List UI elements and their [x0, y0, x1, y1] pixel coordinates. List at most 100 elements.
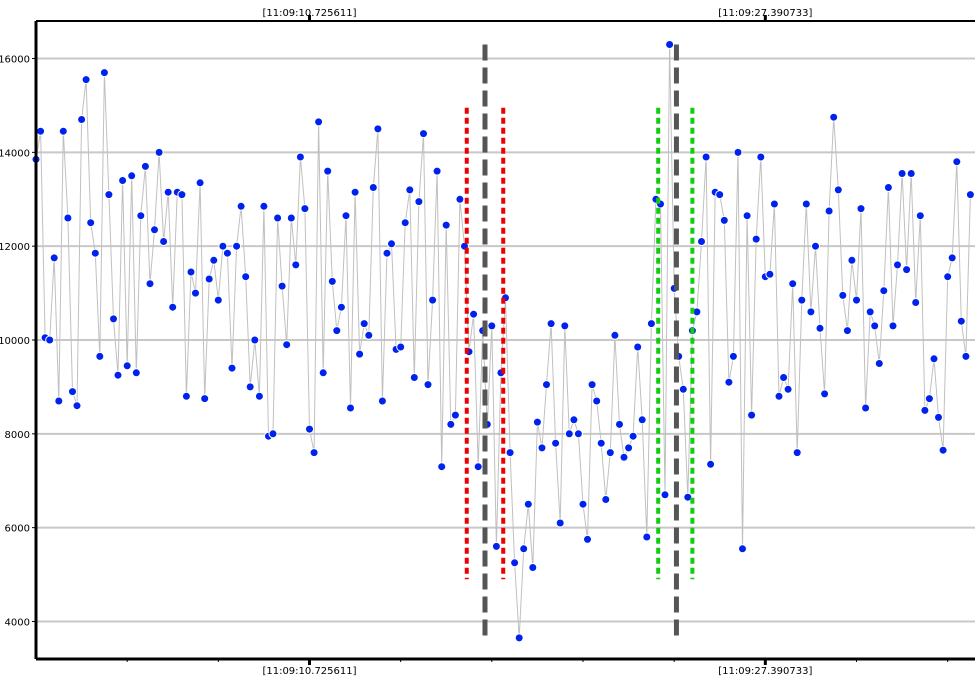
- data-point: [332, 326, 342, 336]
- data-point: [341, 211, 351, 221]
- data-point: [610, 330, 620, 340]
- data-point: [136, 211, 146, 221]
- data-point: [943, 272, 953, 282]
- data-point: [259, 201, 269, 211]
- data-point: [213, 295, 223, 305]
- top-time-label: [11:09:27.390733]: [718, 8, 812, 19]
- data-point: [929, 354, 939, 364]
- data-point: [551, 438, 561, 448]
- data-point: [469, 309, 479, 319]
- data-point: [747, 410, 757, 420]
- data-point: [441, 220, 451, 230]
- data-point: [423, 380, 433, 390]
- data-point: [159, 237, 169, 246]
- data-point: [920, 405, 930, 415]
- data-point: [428, 295, 438, 305]
- data-point: [847, 255, 857, 265]
- data-point: [273, 213, 283, 223]
- data-point: [646, 319, 656, 329]
- data-point: [555, 518, 565, 528]
- data-point: [815, 323, 825, 333]
- data-point: [596, 438, 606, 448]
- data-point: [300, 204, 310, 214]
- data-point: [961, 351, 971, 361]
- data-point: [323, 166, 333, 176]
- data-point: [373, 124, 383, 134]
- data-point: [305, 424, 314, 434]
- data-point: [893, 260, 902, 270]
- data-point: [765, 269, 775, 279]
- data-point: [409, 373, 419, 382]
- data-point: [414, 197, 424, 207]
- data-point: [546, 319, 556, 329]
- data-point: [519, 544, 529, 554]
- data-point: [560, 321, 570, 331]
- data-point: [874, 359, 884, 368]
- data-point: [473, 462, 483, 472]
- data-point: [118, 176, 128, 185]
- data-point: [396, 342, 406, 352]
- data-point: [965, 190, 975, 200]
- data-point: [861, 403, 871, 413]
- data-point: [318, 368, 328, 378]
- data-point: [81, 75, 91, 85]
- data-point: [633, 342, 643, 352]
- data-point: [191, 288, 200, 298]
- y-tick-label: 8000: [5, 430, 30, 441]
- data-point: [564, 429, 574, 439]
- data-point: [742, 211, 752, 221]
- data-point: [419, 129, 428, 139]
- data-point: [368, 183, 378, 192]
- data-point: [833, 185, 843, 195]
- data-point: [592, 396, 602, 406]
- data-point: [719, 215, 729, 225]
- data-point: [728, 351, 738, 361]
- data-point: [738, 544, 747, 554]
- data-point: [902, 265, 912, 275]
- data-point: [683, 492, 693, 502]
- data-point: [856, 204, 866, 214]
- data-point: [628, 431, 638, 441]
- data-point: [583, 534, 592, 544]
- data-point: [769, 199, 779, 209]
- data-point: [934, 412, 943, 422]
- data-point: [387, 239, 396, 249]
- data-point: [400, 218, 410, 228]
- data-point: [295, 152, 305, 162]
- data-point: [665, 40, 675, 49]
- data-point: [131, 368, 141, 378]
- data-point: [829, 112, 839, 122]
- data-point: [756, 152, 766, 162]
- data-point: [532, 417, 542, 427]
- data-point: [45, 335, 55, 345]
- data-point: [54, 396, 64, 406]
- data-point: [806, 307, 816, 317]
- data-point: [277, 281, 287, 291]
- data-point: [587, 380, 597, 390]
- data-point: [95, 351, 105, 361]
- y-tick-label: 10000: [0, 336, 30, 347]
- data-point: [865, 307, 875, 317]
- data-point: [952, 157, 962, 167]
- grid-layer: [36, 57, 975, 623]
- data-point: [99, 68, 109, 78]
- data-point: [578, 499, 588, 509]
- data-point: [36, 126, 46, 136]
- data-point: [346, 403, 355, 413]
- data-point: [181, 391, 191, 401]
- data-point: [774, 391, 784, 401]
- data-point: [605, 448, 615, 458]
- data-point: [104, 190, 114, 200]
- data-point: [150, 225, 159, 235]
- data-point: [209, 255, 219, 265]
- data-point: [883, 183, 893, 192]
- data-point: [811, 241, 820, 251]
- data-point: [906, 169, 916, 178]
- axis-layer: 4000 6000 8000 10000 12000 14000 16000 [11:09:1…: [0, 8, 975, 677]
- data-point: [697, 237, 706, 246]
- data-point: [733, 147, 743, 157]
- data-point: [724, 377, 734, 387]
- data-point: [915, 211, 925, 221]
- data-point: [455, 194, 465, 204]
- data-point: [432, 166, 442, 176]
